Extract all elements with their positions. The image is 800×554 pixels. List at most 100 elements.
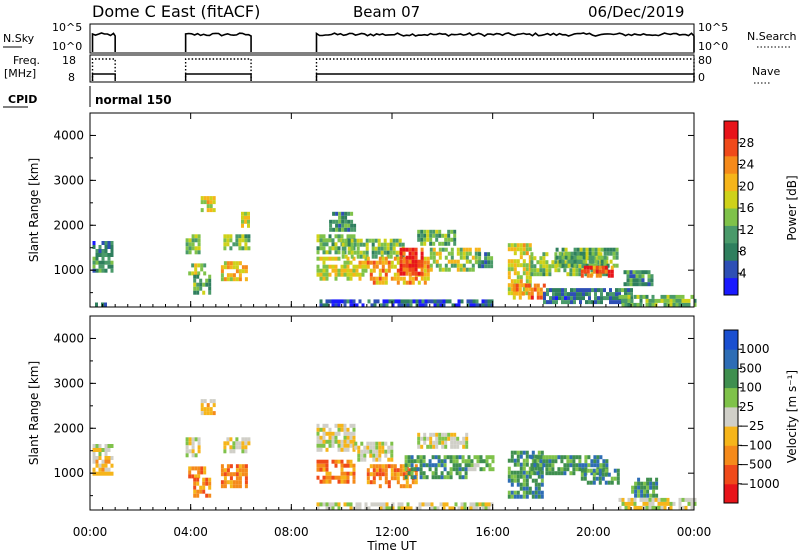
cell xyxy=(347,223,351,228)
cell xyxy=(343,264,347,269)
cell xyxy=(615,255,619,260)
cell xyxy=(349,463,353,468)
cell xyxy=(337,256,341,261)
freq-unit-label: [MHz] xyxy=(4,67,36,80)
cell xyxy=(389,238,393,243)
cell xyxy=(516,247,520,252)
cell xyxy=(399,267,403,272)
cell xyxy=(247,223,250,228)
cell xyxy=(107,245,111,249)
cell xyxy=(405,267,409,272)
cell xyxy=(435,229,439,234)
cell xyxy=(223,277,227,282)
cell xyxy=(566,459,570,464)
cell xyxy=(346,502,350,507)
cell xyxy=(107,256,111,261)
cell xyxy=(513,478,517,483)
cell xyxy=(525,243,529,248)
cell xyxy=(352,471,356,476)
cell xyxy=(582,255,586,260)
cell xyxy=(524,283,528,288)
cell xyxy=(244,476,248,481)
cell xyxy=(98,444,102,448)
cell xyxy=(95,249,99,253)
cell xyxy=(208,278,212,283)
cell xyxy=(411,247,415,252)
cell xyxy=(325,502,329,507)
cell xyxy=(229,261,233,266)
cell xyxy=(669,294,673,299)
cell xyxy=(396,472,400,477)
cell xyxy=(404,459,408,464)
cell xyxy=(352,256,356,261)
cell xyxy=(197,271,201,276)
cell xyxy=(582,296,585,301)
cell xyxy=(197,246,201,251)
cell xyxy=(528,466,532,471)
cell xyxy=(322,250,326,255)
cell xyxy=(519,251,523,256)
cell xyxy=(468,259,472,264)
cell xyxy=(424,502,428,507)
cell xyxy=(399,255,403,260)
cell xyxy=(194,246,198,251)
cell xyxy=(522,470,526,475)
cell xyxy=(366,260,370,265)
cell xyxy=(383,250,387,255)
cell xyxy=(585,300,588,305)
cell xyxy=(92,456,96,460)
cell xyxy=(200,196,204,201)
cell xyxy=(618,497,622,502)
cell xyxy=(539,260,543,265)
cell xyxy=(420,247,424,252)
cell xyxy=(640,493,644,498)
cell xyxy=(370,502,374,507)
cell xyxy=(366,441,370,446)
cell xyxy=(403,299,407,304)
cell xyxy=(592,480,596,485)
cell xyxy=(196,274,200,279)
cell xyxy=(630,288,633,293)
cell xyxy=(188,470,192,475)
cell xyxy=(350,227,354,232)
cell xyxy=(645,298,649,303)
cell xyxy=(432,251,436,256)
cell xyxy=(229,480,233,485)
cell xyxy=(238,273,242,278)
cell xyxy=(331,439,335,444)
cell xyxy=(513,267,517,272)
cell xyxy=(381,280,385,285)
cell xyxy=(533,459,537,464)
cell xyxy=(464,459,468,464)
cell xyxy=(490,264,494,269)
cell xyxy=(513,494,517,499)
cell xyxy=(660,501,664,506)
cell xyxy=(417,271,421,276)
cell xyxy=(397,502,401,507)
cell xyxy=(528,454,532,459)
cell xyxy=(226,273,230,278)
cell xyxy=(380,246,384,251)
cell xyxy=(185,437,189,442)
cell xyxy=(569,463,573,468)
cell xyxy=(358,502,362,507)
cell xyxy=(475,506,479,511)
cell xyxy=(678,497,682,502)
cell xyxy=(436,303,440,308)
cell xyxy=(378,468,382,473)
cell xyxy=(185,238,189,243)
cell xyxy=(540,478,544,483)
cell xyxy=(576,296,579,301)
cell xyxy=(316,256,320,261)
cell xyxy=(322,439,326,444)
cell xyxy=(510,287,514,292)
cell xyxy=(607,480,611,485)
cell xyxy=(337,250,341,255)
cell xyxy=(582,292,585,297)
cell xyxy=(430,299,434,304)
cell xyxy=(540,474,544,479)
cell xyxy=(464,463,468,468)
cell xyxy=(381,441,385,446)
cell xyxy=(570,263,574,268)
cell xyxy=(235,242,239,247)
